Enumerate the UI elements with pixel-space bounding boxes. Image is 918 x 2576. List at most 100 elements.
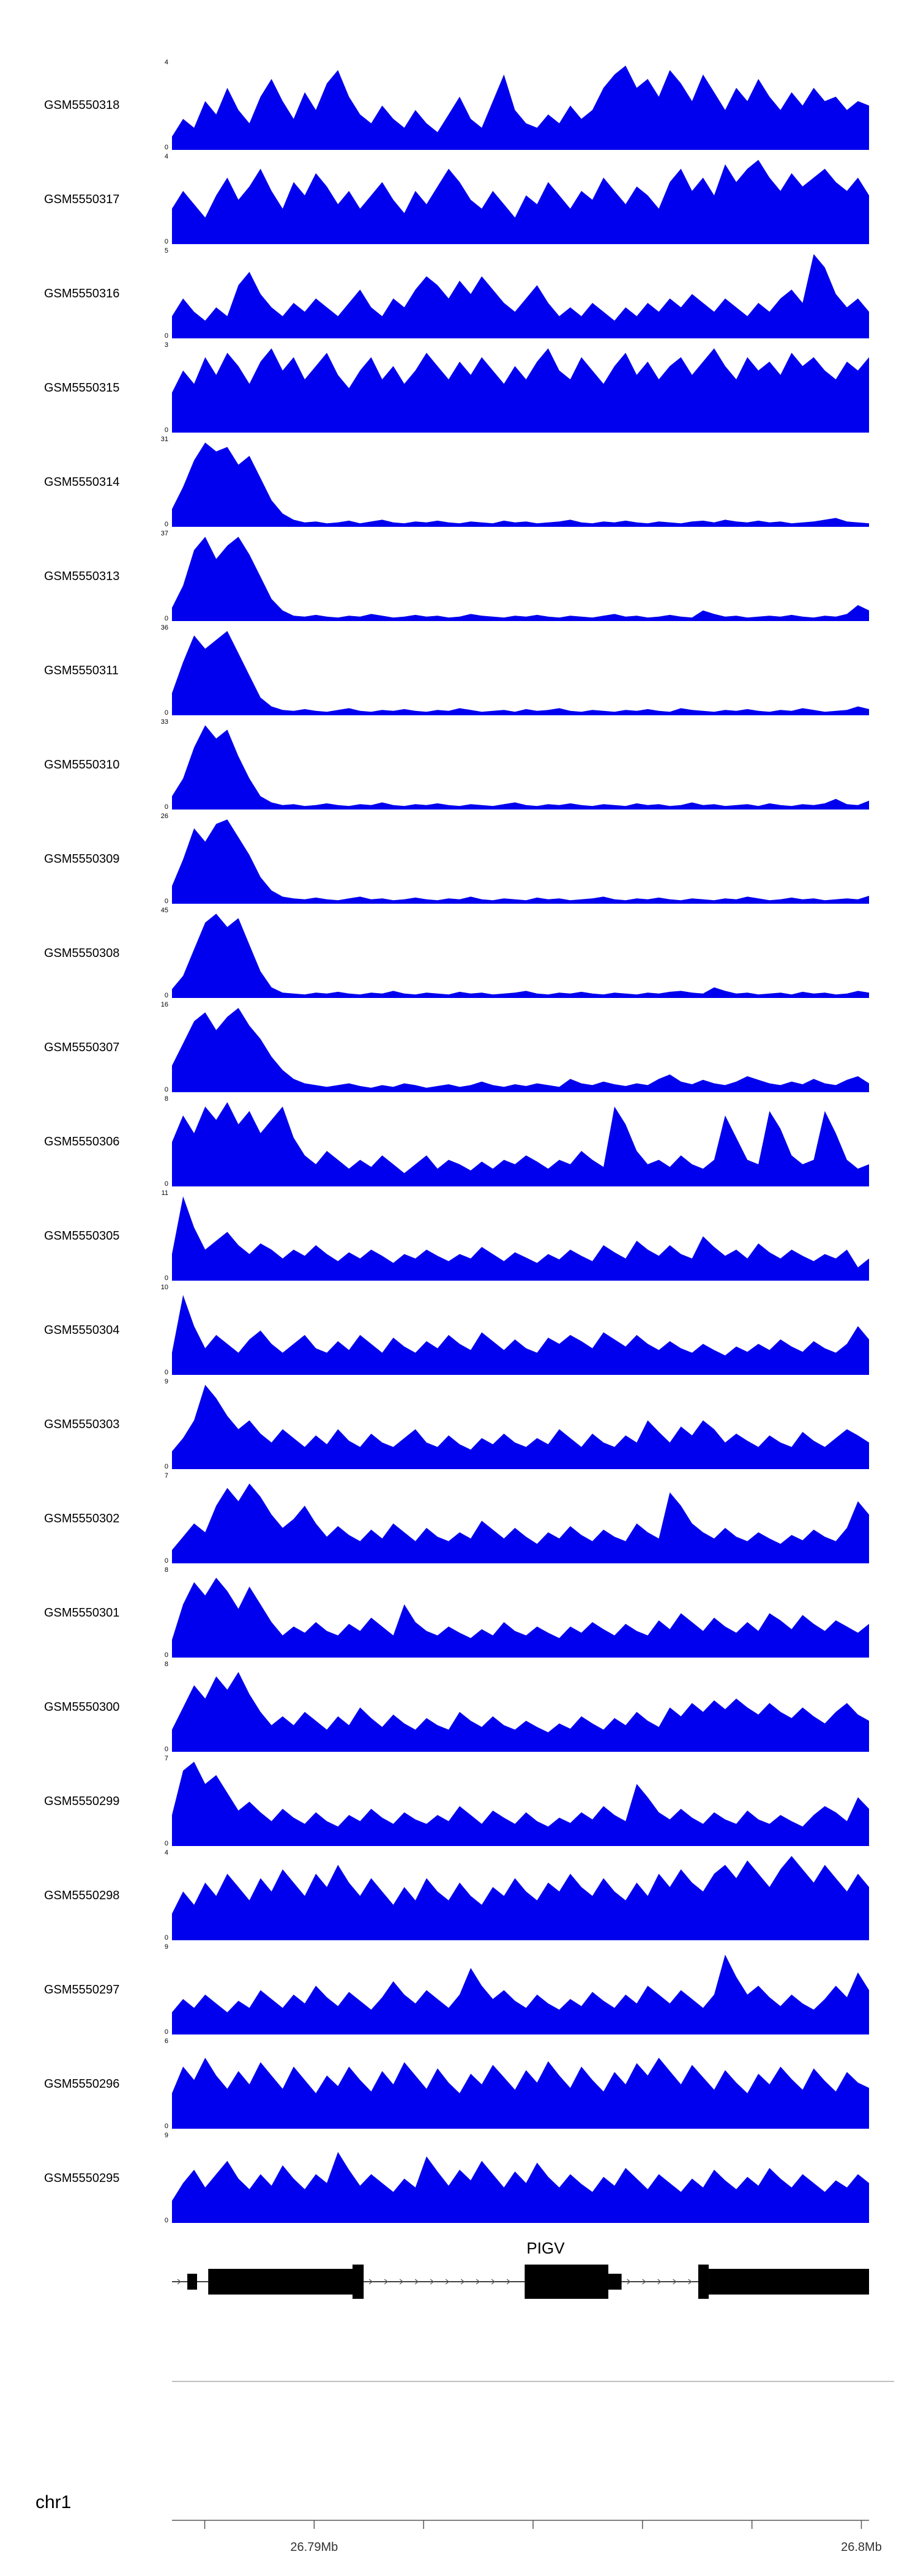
track-label: GSM5550314 xyxy=(44,475,120,489)
track-signal-plot xyxy=(172,1098,869,1186)
gene-track: PIGV xyxy=(172,2239,869,2302)
track-label: GSM5550304 xyxy=(44,1323,120,1337)
track-row: GSM5550315 3 0 xyxy=(0,341,918,434)
y-axis-zero-label: 0 xyxy=(164,1557,168,1565)
track-signal-plot xyxy=(172,438,869,527)
track-row: GSM5550309 26 0 xyxy=(0,813,918,905)
tracks-container: GSM5550318 4 0 GSM5550317 4 0 GSM5550316 5 0 GSM5… xyxy=(0,59,918,2224)
y-axis-max-label: 16 xyxy=(160,1001,168,1008)
track-row: GSM5550303 9 0 xyxy=(0,1378,918,1470)
y-axis-max-label: 8 xyxy=(164,1095,168,1103)
gene-model xyxy=(172,2265,869,2299)
track-row: GSM5550308 45 0 xyxy=(0,907,918,999)
track-label: GSM5550306 xyxy=(44,1135,120,1148)
track-row: GSM5550305 11 0 xyxy=(0,1189,918,1282)
y-axis-zero-label: 0 xyxy=(164,521,168,528)
y-axis-max-label: 3 xyxy=(164,341,168,349)
track-signal-plot xyxy=(172,250,869,338)
track-label: GSM5550298 xyxy=(44,1889,120,1902)
track-signal-plot xyxy=(172,909,869,998)
track-signal-plot xyxy=(172,61,869,150)
track-signal-plot xyxy=(172,1569,869,1658)
y-axis-max-label: 31 xyxy=(160,436,168,443)
track-label: GSM5550302 xyxy=(44,1512,120,1525)
y-axis-zero-label: 0 xyxy=(164,1934,168,1941)
y-axis-zero-label: 0 xyxy=(164,2217,168,2224)
track-label: GSM5550315 xyxy=(44,381,120,395)
track-label: GSM5550309 xyxy=(44,852,120,866)
track-label: GSM5550316 xyxy=(44,287,120,300)
y-axis-zero-label: 0 xyxy=(164,1463,168,1470)
y-axis-zero-label: 0 xyxy=(164,144,168,151)
track-signal-plot xyxy=(172,1757,869,1846)
track-signal-plot xyxy=(172,1475,869,1563)
track-row: GSM5550313 37 0 xyxy=(0,530,918,622)
track-y-axis: 11 0 xyxy=(152,1189,172,1282)
ruler-coordinate-label: 26.79Mb xyxy=(290,2541,338,2554)
y-axis-zero-label: 0 xyxy=(164,709,168,717)
chromosome-label: chr1 xyxy=(35,2492,72,2512)
y-axis-zero-label: 0 xyxy=(164,2123,168,2130)
y-axis-zero-label: 0 xyxy=(164,1369,168,1376)
track-row: GSM5550314 31 0 xyxy=(0,436,918,528)
track-row: GSM5550311 36 0 xyxy=(0,624,918,717)
y-axis-zero-label: 0 xyxy=(164,426,168,434)
y-axis-max-label: 7 xyxy=(164,1755,168,1762)
y-axis-max-label: 33 xyxy=(160,718,168,726)
track-label: GSM5550313 xyxy=(44,570,120,583)
track-signal-plot xyxy=(172,815,869,904)
track-y-axis: 31 0 xyxy=(152,436,172,528)
track-label: GSM5550311 xyxy=(44,664,119,677)
track-signal-plot xyxy=(172,1946,869,2034)
track-label: GSM5550305 xyxy=(44,1229,120,1243)
track-label: GSM5550301 xyxy=(44,1606,120,1620)
track-y-axis: 26 0 xyxy=(152,813,172,905)
y-axis-zero-label: 0 xyxy=(164,1275,168,1282)
track-row: GSM5550310 33 0 xyxy=(0,718,918,811)
y-axis-max-label: 5 xyxy=(164,247,168,255)
ruler-coordinate-label: 26.8Mb xyxy=(841,2541,882,2554)
y-axis-max-label: 45 xyxy=(160,907,168,914)
track-row: GSM5550298 4 0 xyxy=(0,1850,918,1941)
track-row: GSM5550295 9 0 xyxy=(0,2132,918,2224)
y-axis-zero-label: 0 xyxy=(164,238,168,245)
track-row: GSM5550317 4 0 xyxy=(0,154,918,245)
y-axis-zero-label: 0 xyxy=(164,1746,168,1753)
y-axis-max-label: 8 xyxy=(164,1566,168,1574)
y-axis-zero-label: 0 xyxy=(164,1651,168,1659)
y-axis-max-label: 11 xyxy=(161,1189,168,1197)
y-axis-max-label: 36 xyxy=(160,624,168,631)
track-signal-plot xyxy=(172,1380,869,1469)
track-y-axis: 36 0 xyxy=(152,624,172,717)
track-signal-plot xyxy=(172,2134,869,2223)
track-y-axis: 10 0 xyxy=(152,1284,172,1376)
track-label: GSM5550295 xyxy=(44,2172,120,2185)
track-signal-plot xyxy=(172,1852,869,1940)
y-axis-max-label: 9 xyxy=(164,1378,168,1385)
track-label: GSM5550296 xyxy=(44,2077,120,2091)
track-label: GSM5550310 xyxy=(44,758,120,772)
track-row: GSM5550304 10 0 xyxy=(0,1284,918,1376)
track-row: GSM5550299 7 0 xyxy=(0,1755,918,1847)
y-axis-zero-label: 0 xyxy=(164,1180,168,1188)
track-label: GSM5550303 xyxy=(44,1418,120,1431)
y-axis-zero-label: 0 xyxy=(164,992,168,999)
y-axis-max-label: 8 xyxy=(164,1661,168,1668)
y-axis-max-label: 6 xyxy=(164,2038,168,2045)
track-label: GSM5550317 xyxy=(44,193,120,206)
track-signal-plot xyxy=(172,1286,869,1375)
track-y-axis: 33 0 xyxy=(152,718,172,811)
y-axis-zero-label: 0 xyxy=(164,332,168,340)
